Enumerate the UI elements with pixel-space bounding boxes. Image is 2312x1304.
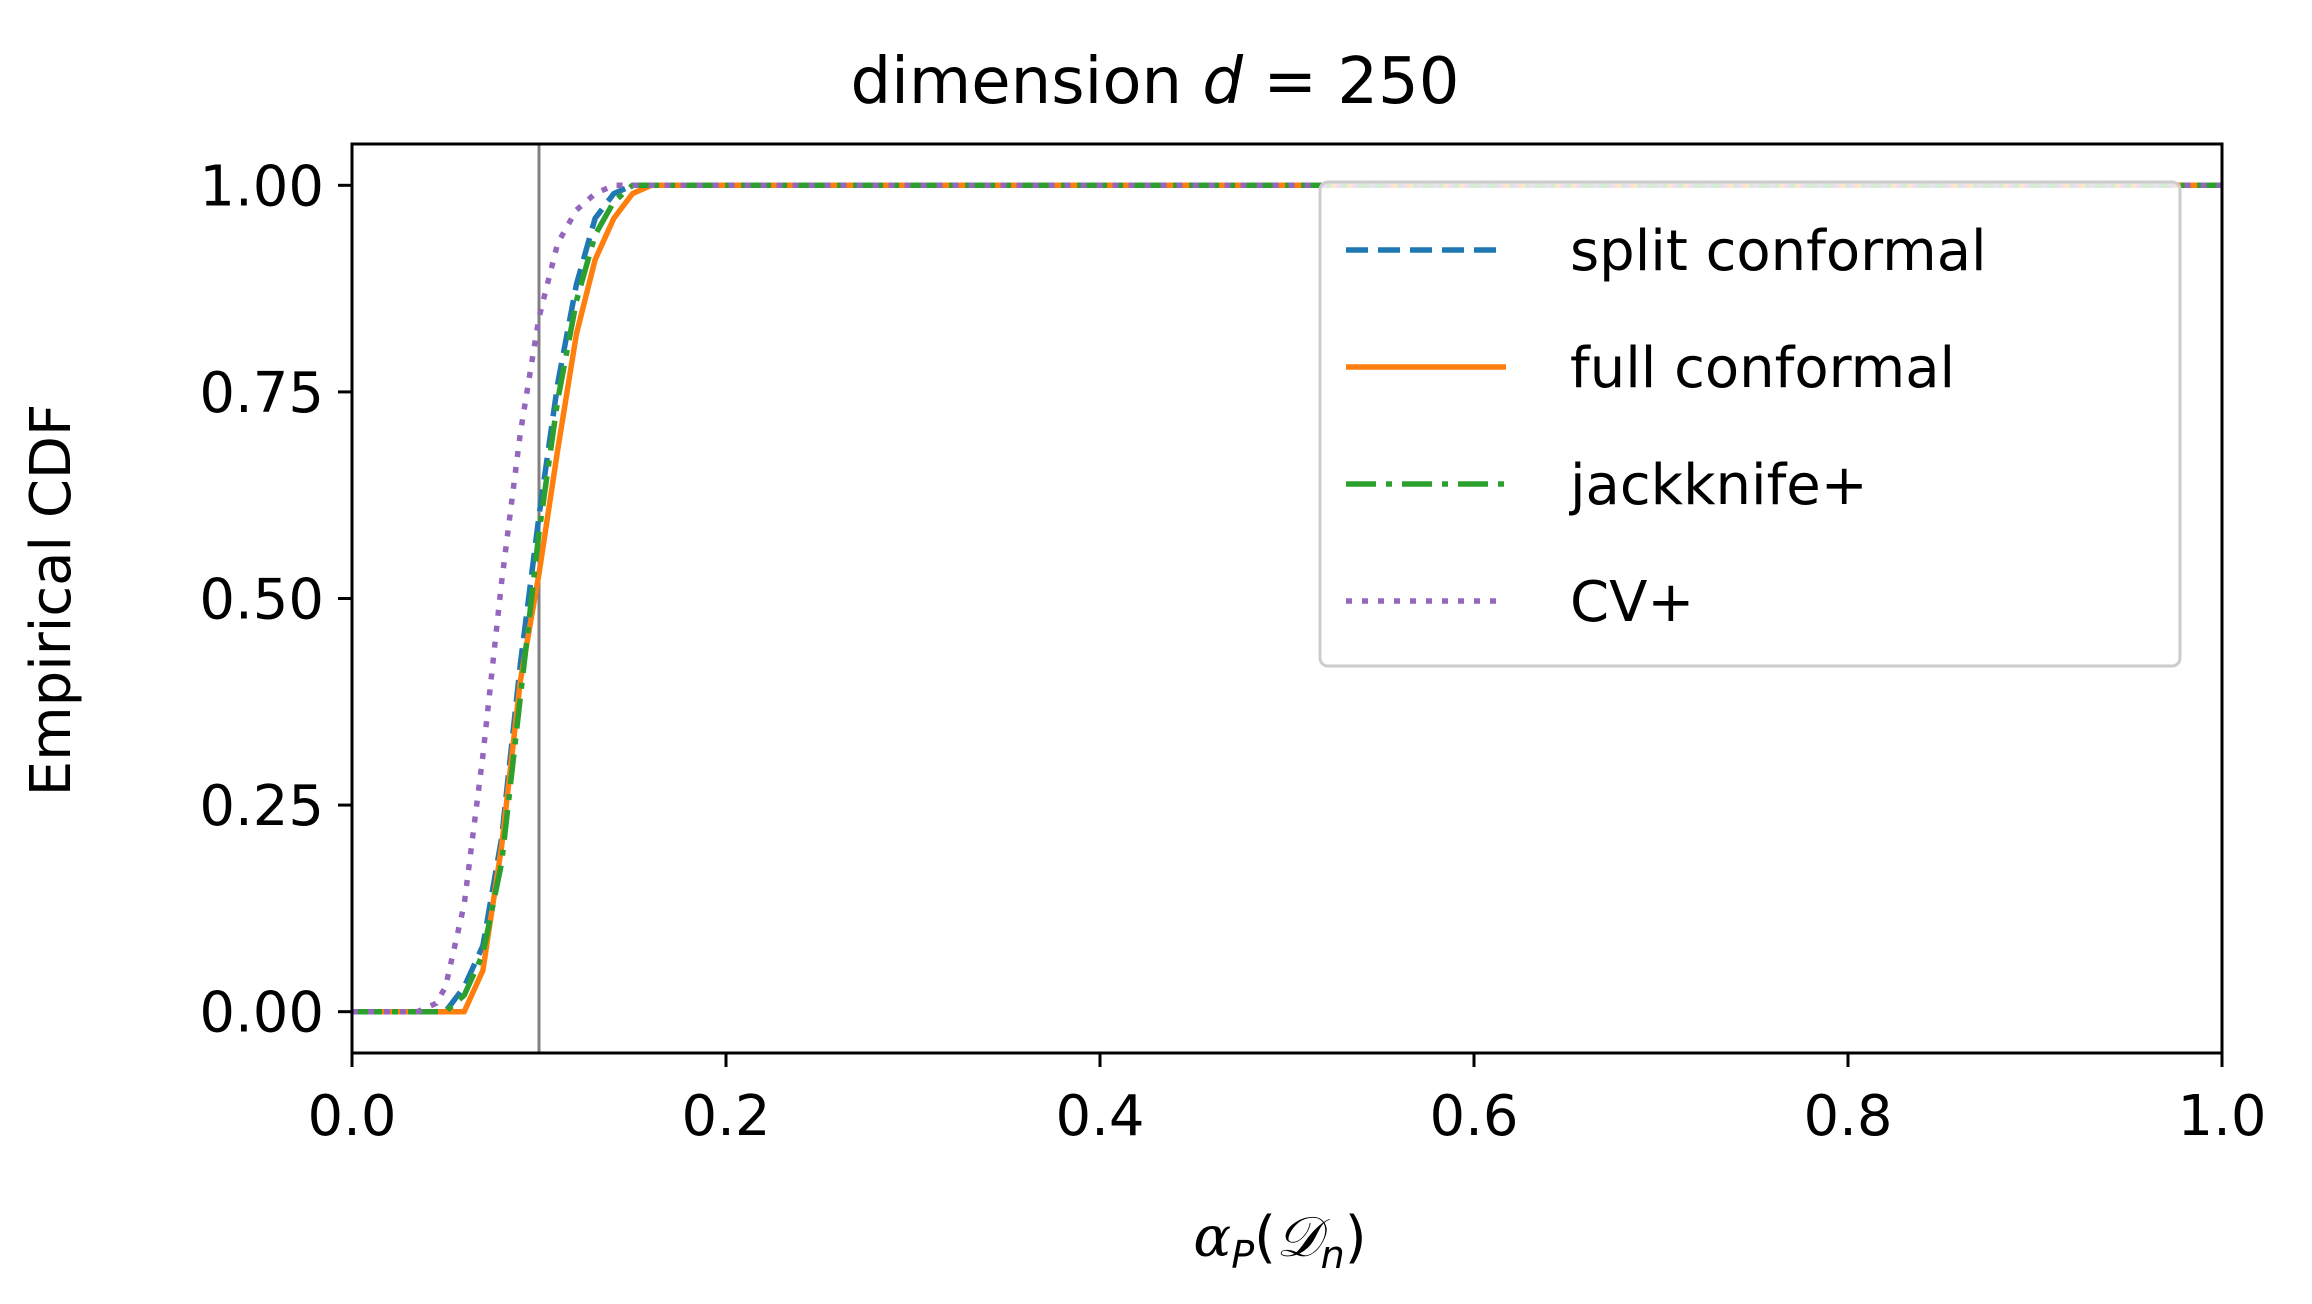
legend-label: jackknife+ bbox=[1568, 453, 1868, 518]
chart-title: dimension d = 250 bbox=[851, 45, 1460, 119]
y-tick-label: 1.00 bbox=[199, 154, 324, 219]
x-tick-label: 0.2 bbox=[681, 1084, 770, 1149]
legend-box bbox=[1318, 180, 2182, 668]
x-axis-label-alpha: α bbox=[1193, 1205, 1231, 1270]
legend-label: full conformal bbox=[1570, 336, 1955, 401]
legend: split conformal full conformal jackknife+ C… bbox=[1318, 180, 2182, 668]
x-tick-label: 0.4 bbox=[1055, 1084, 1144, 1149]
y-tick-label: 0.00 bbox=[199, 981, 324, 1046]
x-tick-label: 1.0 bbox=[2177, 1084, 2266, 1149]
chart-title-prefix: dimension bbox=[851, 45, 1203, 119]
y-tick-label: 0.50 bbox=[199, 568, 324, 633]
chart-title-suffix: = 250 bbox=[1243, 45, 1459, 119]
x-axis-label-close-paren: ) bbox=[1345, 1205, 1367, 1270]
axes: 0.0 0.2 0.4 0.6 0.8 1.0 0.00 0.25 0.50 0.75 1.00 bbox=[199, 142, 2267, 1149]
y-tick-label: 0.75 bbox=[199, 361, 324, 426]
y-axis-label: Empirical CDF bbox=[19, 404, 84, 797]
legend-label: CV+ bbox=[1570, 570, 1694, 635]
x-axis-label-open-paren: ( bbox=[1254, 1205, 1276, 1270]
series-line-3 bbox=[352, 182, 2222, 1015]
series-group bbox=[352, 182, 2222, 1015]
x-tick-label: 0.0 bbox=[307, 1084, 396, 1149]
legend-label: split conformal bbox=[1570, 219, 1987, 284]
x-tick-label: 0.6 bbox=[1429, 1084, 1518, 1149]
x-axis-label-sub-p: P bbox=[1231, 1233, 1254, 1277]
x-axis-label-sub-n: n bbox=[1321, 1233, 1345, 1277]
x-tick-label: 0.8 bbox=[1803, 1084, 1892, 1149]
y-tick-label: 0.25 bbox=[199, 774, 324, 839]
chart-title-variable: d bbox=[1202, 45, 1243, 119]
plot-area bbox=[352, 144, 2222, 1053]
